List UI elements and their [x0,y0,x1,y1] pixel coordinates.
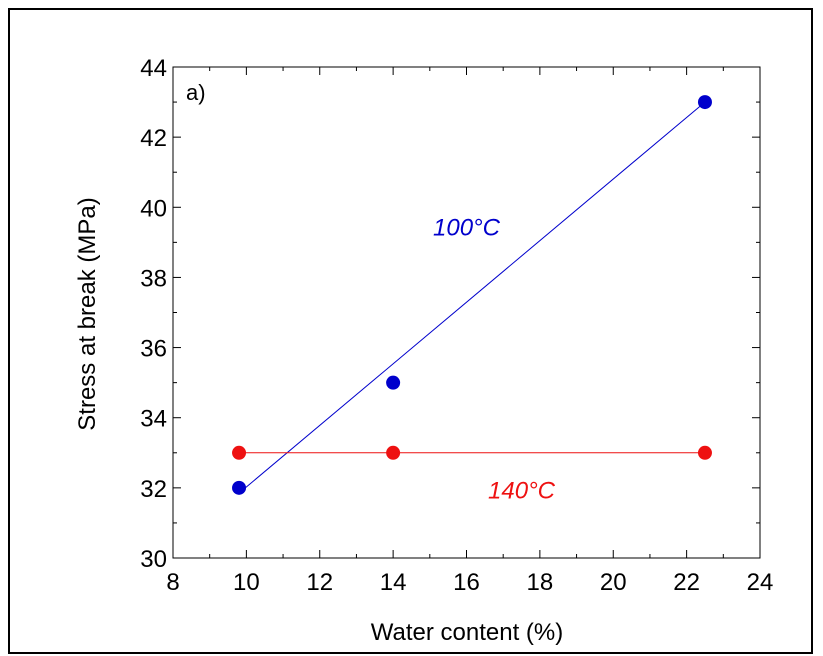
x-tick-label: 16 [453,569,480,596]
x-tick-label: 12 [306,569,333,596]
data-point [697,95,712,110]
x-tick-label: 24 [747,569,774,596]
data-point [232,445,247,460]
x-tick-label: 8 [166,569,179,596]
y-tick-label: 38 [140,265,167,292]
y-tick-label: 34 [140,406,167,433]
panel-label: a) [186,80,206,105]
y-tick-label: 36 [140,336,167,363]
figure-frame [8,8,813,654]
data-point [232,480,247,495]
axis-ticks: 8 10 12 14 16 18 20 22 24 30 32 34 36 38 40 42 44 [140,55,773,596]
data-point [386,375,401,390]
x-tick-label: 10 [233,569,260,596]
fit-lines [238,101,706,494]
x-axis-label: Water content (%) [371,619,564,646]
fit-line [238,101,706,494]
plot-area [172,66,761,559]
x-tick-label: 20 [600,569,627,596]
y-tick-label: 40 [140,195,167,222]
y-axis-label: Stress at break (MPa) [74,197,101,430]
y-tick-label: 32 [140,476,167,503]
x-tick-label: 22 [673,569,700,596]
data-point [386,445,401,460]
y-tick-label: 44 [140,55,167,82]
y-tick-label: 30 [140,546,167,573]
x-tick-label: 14 [380,569,407,596]
annotations: 100°C 140°C [433,214,556,504]
y-tick-label: 42 [140,125,167,152]
data-point [697,445,712,460]
series-annotation: 100°C [433,214,501,241]
series-annotation: 140°C [488,477,556,504]
x-tick-label: 18 [527,569,554,596]
data-points [232,95,712,495]
